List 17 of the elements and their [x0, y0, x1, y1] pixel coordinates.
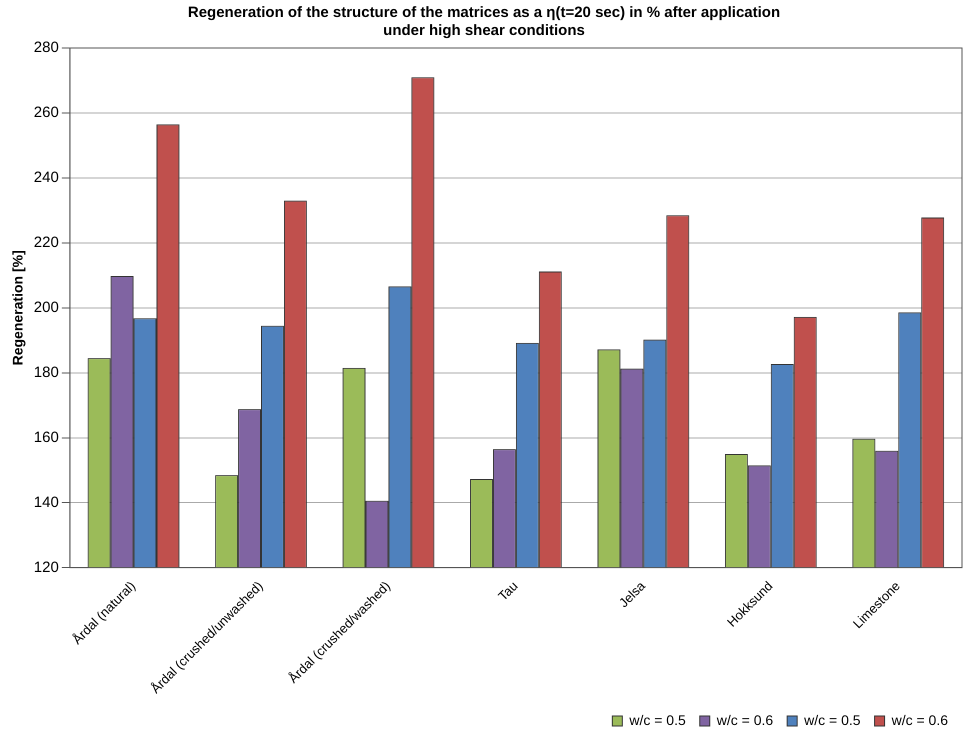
y-tick-label: 180 — [34, 364, 59, 381]
legend-label: w/c = 0.5 — [628, 712, 686, 728]
y-tick-label: 160 — [34, 428, 59, 446]
legend-label: w/c = 0.6 — [890, 712, 948, 728]
y-tick-label: 280 — [34, 39, 59, 56]
text: Regeneration of the structure of the matrices as a η(t=20 sec) in % after application — [188, 4, 780, 22]
y-tick-label: 200 — [34, 298, 59, 316]
y-tick-label: 240 — [34, 169, 59, 186]
text: under high shear conditions — [383, 22, 585, 40]
x-tick-label: Tau — [495, 578, 521, 604]
legend-label: w/c = 0.6 — [716, 712, 774, 728]
y-tick-label: 260 — [34, 104, 59, 122]
y-axis-title: Regeneration [%] — [9, 250, 26, 366]
y-tick-label: 220 — [34, 234, 59, 252]
y-tick-label: 140 — [34, 494, 59, 511]
y-tick-label: 120 — [34, 558, 59, 576]
legend-label: w/c = 0.5 — [803, 712, 861, 728]
